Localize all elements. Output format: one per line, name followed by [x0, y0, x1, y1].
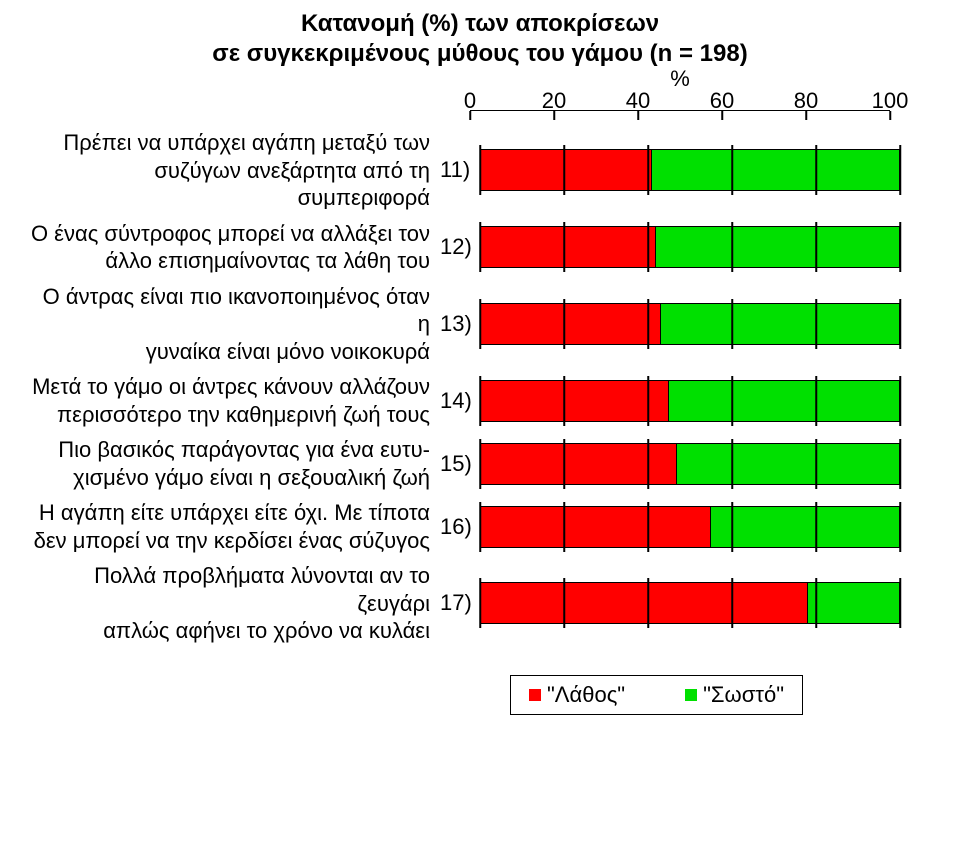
tick-mark: [805, 111, 807, 120]
bar: [480, 226, 900, 268]
bar: [480, 380, 900, 422]
bar-segment-wrong: [480, 582, 808, 624]
bar-wrap: [480, 303, 900, 345]
bars-area: Πρέπει να υπάρχει αγάπη μεταξύ τωνσυζύγω…: [30, 129, 930, 645]
bar-id: 15): [436, 451, 480, 477]
bar-label: Ο ένας σύντροφος μπορεί να αλλάξει τονάλ…: [30, 220, 436, 275]
bar-segment-wrong: [480, 149, 652, 191]
tick-labels: 020406080100: [470, 88, 890, 110]
legend-label-wrong: "Λάθος": [547, 682, 625, 708]
bar-wrap: [480, 226, 900, 268]
bar-row: Πολλά προβλήματα λύνονται αν το ζευγάρια…: [30, 562, 930, 645]
bar-segment-correct: [808, 582, 900, 624]
tick-marks: [470, 110, 890, 121]
bar-wrap: [480, 380, 900, 422]
bar-row: Μετά το γάμο οι άντρες κάνουν αλλάζουνπε…: [30, 373, 930, 428]
bar-wrap: [480, 149, 900, 191]
bar-row: Ο ένας σύντροφος μπορεί να αλλάξει τονάλ…: [30, 220, 930, 275]
bar: [480, 303, 900, 345]
legend-label-correct: "Σωστό": [703, 682, 784, 708]
bar-wrap: [480, 582, 900, 624]
bar: [480, 443, 900, 485]
tick-mark: [553, 111, 555, 120]
bar-id: 14): [436, 388, 480, 414]
bar-id: 16): [436, 514, 480, 540]
legend-swatch-wrong: [529, 689, 541, 701]
bar-label: Πολλά προβλήματα λύνονται αν το ζευγάρια…: [30, 562, 436, 645]
bar-label: Πιο βασικός παράγοντας για ένα ευτυ-χισμ…: [30, 436, 436, 491]
bar-row: Ο άντρας είναι πιο ικανοποιημένος όταν η…: [30, 283, 930, 366]
bar-segment-correct: [669, 380, 900, 422]
bar-id: 17): [436, 590, 480, 616]
bar-label: Η αγάπη είτε υπάρχει είτε όχι. Με τίποτα…: [30, 499, 436, 554]
bar-wrap: [480, 506, 900, 548]
bar: [480, 506, 900, 548]
tick-mark: [721, 111, 723, 120]
bar-segment-wrong: [480, 443, 677, 485]
bar-segment-correct: [656, 226, 900, 268]
title-line-1: Κατανομή (%) των αποκρίσεων: [30, 10, 930, 38]
title-line-2: σε συγκεκριμένους μύθους του γάμου (n = …: [30, 40, 930, 68]
bar-label: Μετά το γάμο οι άντρες κάνουν αλλάζουνπε…: [30, 373, 436, 428]
legend-item-wrong: "Λάθος": [529, 682, 625, 708]
tick-mark: [637, 111, 639, 120]
x-axis: % 020406080100: [30, 88, 930, 121]
legend-swatch-correct: [685, 689, 697, 701]
bar-row: Η αγάπη είτε υπάρχει είτε όχι. Με τίποτα…: [30, 499, 930, 554]
bar-row: Πιο βασικός παράγοντας για ένα ευτυ-χισμ…: [30, 436, 930, 491]
tick-mark: [469, 111, 471, 120]
legend: "Λάθος" "Σωστό": [30, 675, 930, 715]
bar: [480, 582, 900, 624]
bar-segment-wrong: [480, 226, 656, 268]
bar-id: 11): [436, 157, 480, 183]
bar-label: Ο άντρας είναι πιο ικανοποιημένος όταν η…: [30, 283, 436, 366]
tick-mark: [889, 111, 891, 120]
bar-segment-wrong: [480, 303, 661, 345]
bar-wrap: [480, 443, 900, 485]
chart-container: Κατανομή (%) των αποκρίσεων σε συγκεκριμ…: [0, 0, 960, 735]
bar-segment-correct: [677, 443, 900, 485]
bar-segment-correct: [711, 506, 900, 548]
bar-segment-wrong: [480, 506, 711, 548]
bar-segment-correct: [661, 303, 900, 345]
legend-item-correct: "Σωστό": [685, 682, 784, 708]
chart-title: Κατανομή (%) των αποκρίσεων σε συγκεκριμ…: [30, 10, 930, 68]
bar-id: 12): [436, 234, 480, 260]
bar-row: Πρέπει να υπάρχει αγάπη μεταξύ τωνσυζύγω…: [30, 129, 930, 212]
bar-segment-correct: [652, 149, 900, 191]
bar-segment-wrong: [480, 380, 669, 422]
bar-label: Πρέπει να υπάρχει αγάπη μεταξύ τωνσυζύγω…: [30, 129, 436, 212]
bar-id: 13): [436, 311, 480, 337]
bar: [480, 149, 900, 191]
